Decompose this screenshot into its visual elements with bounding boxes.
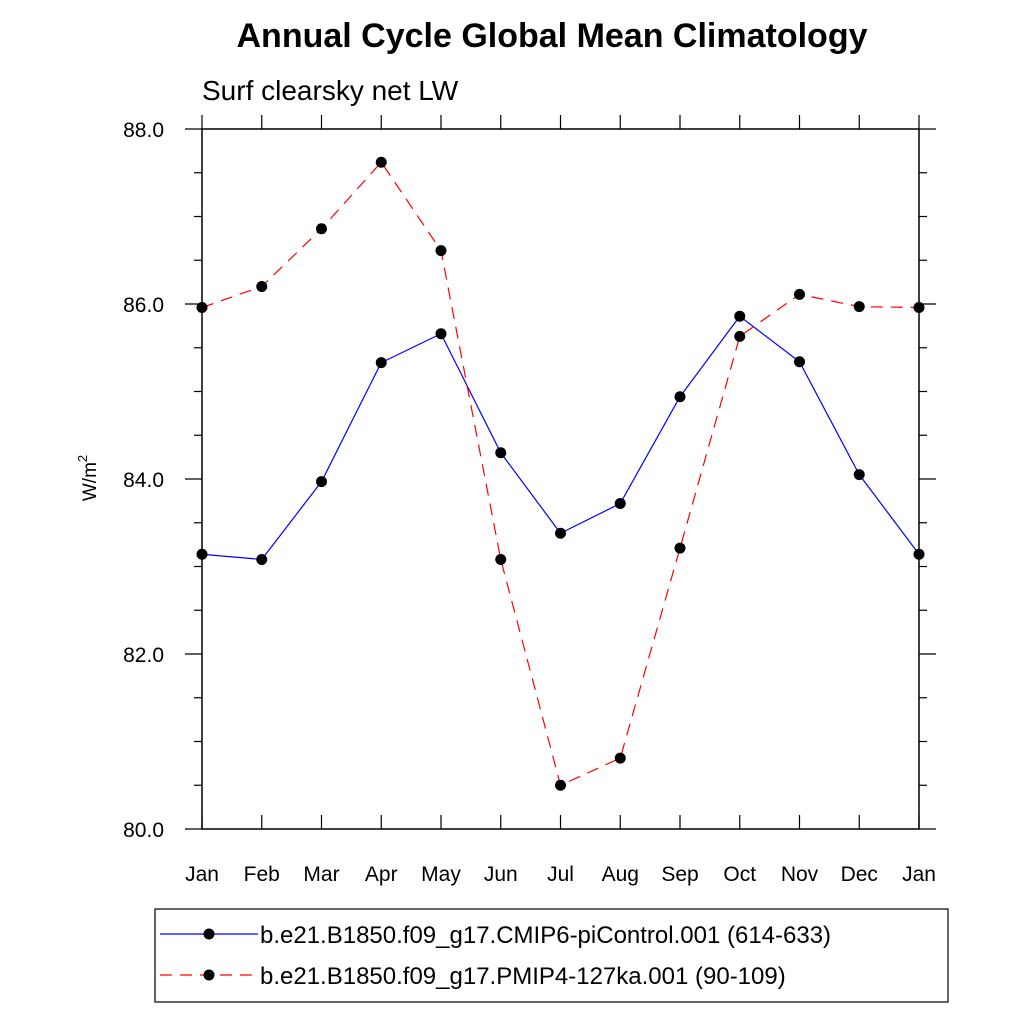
plot-frame	[201, 128, 920, 830]
y-axis-label-text: W/m	[80, 462, 101, 501]
series-2-point	[853, 301, 865, 313]
legend-marker-series-1	[203, 928, 215, 940]
chart-subtitle: Surf clearsky net LW	[202, 75, 459, 106]
y-tick-label: 88.0	[123, 119, 164, 142]
y-tick-label: 84.0	[123, 469, 164, 492]
series-2-point	[614, 752, 626, 764]
x-tick-label: Jan	[185, 863, 219, 886]
series-2-point	[794, 288, 805, 300]
axis-ticks	[185, 115, 936, 830]
x-tick-label: Jan	[902, 863, 936, 886]
series-1-point	[375, 357, 387, 369]
x-tick-label: Sep	[661, 863, 698, 886]
y-tick-label: 86.0	[123, 294, 164, 317]
x-tick-label: Jul	[547, 863, 574, 886]
series-2-point	[913, 302, 925, 313]
chart-title: Annual Cycle Global Mean Climatology	[237, 17, 868, 55]
y-tick-label: 82.0	[123, 644, 164, 667]
x-tick-label: May	[421, 863, 461, 886]
legend-label-series-1: b.e21.B1850.f09_g17.CMIP6-piControl.001 …	[260, 922, 831, 949]
series-1-point	[555, 527, 566, 539]
series-1-point	[316, 476, 327, 488]
legend-marker-series-2	[203, 969, 215, 981]
series-line-1	[201, 315, 920, 561]
y-axis-label-superscript: 2	[75, 455, 90, 462]
legend-box	[154, 908, 949, 1003]
series-2-point	[375, 156, 387, 168]
series-2-point	[674, 542, 686, 554]
series-2-point	[734, 330, 746, 342]
series-1-point	[794, 356, 805, 368]
series-1-point	[256, 554, 268, 565]
x-tick-label: Oct	[723, 863, 756, 886]
series-line-2	[201, 161, 920, 787]
y-tick-labels: 80.0 82.0 84.0 86.0 88.0	[123, 119, 164, 842]
legend: b.e21.B1850.f09_g17.CMIP6-piControl.001 …	[154, 908, 949, 1003]
series-1-point	[853, 469, 865, 481]
series-1-point	[614, 498, 626, 509]
series-2-point	[555, 779, 566, 791]
series-1-point	[435, 328, 447, 340]
series-2-point	[435, 245, 447, 257]
legend-label-series-2: b.e21.B1850.f09_g17.PMIP4-127ka.001 (90-…	[260, 963, 786, 990]
x-tick-label: Jun	[484, 863, 518, 886]
series-2-point	[316, 223, 327, 235]
x-tick-label: Feb	[244, 863, 280, 886]
series-1-point	[913, 548, 925, 560]
y-axis-label: W/m2	[75, 455, 101, 501]
series-2-point	[495, 554, 507, 565]
series-2-point	[256, 281, 268, 292]
y-tick-label: 80.0	[123, 819, 164, 842]
series-1-point	[734, 310, 746, 322]
x-tick-label: Nov	[781, 863, 819, 886]
series-1-point	[196, 548, 208, 560]
series-1-point	[674, 391, 686, 403]
x-tick-labels: Jan Feb Mar Apr May Jun Jul Aug Sep Oct Nov Dec Jan	[185, 863, 936, 886]
x-tick-label: Dec	[841, 863, 878, 886]
series-1-point	[495, 447, 507, 459]
series-2-point	[196, 302, 208, 313]
x-tick-label: Mar	[303, 863, 339, 886]
series-group	[196, 156, 925, 791]
x-tick-label: Apr	[365, 863, 398, 886]
x-tick-label: Aug	[602, 863, 639, 886]
